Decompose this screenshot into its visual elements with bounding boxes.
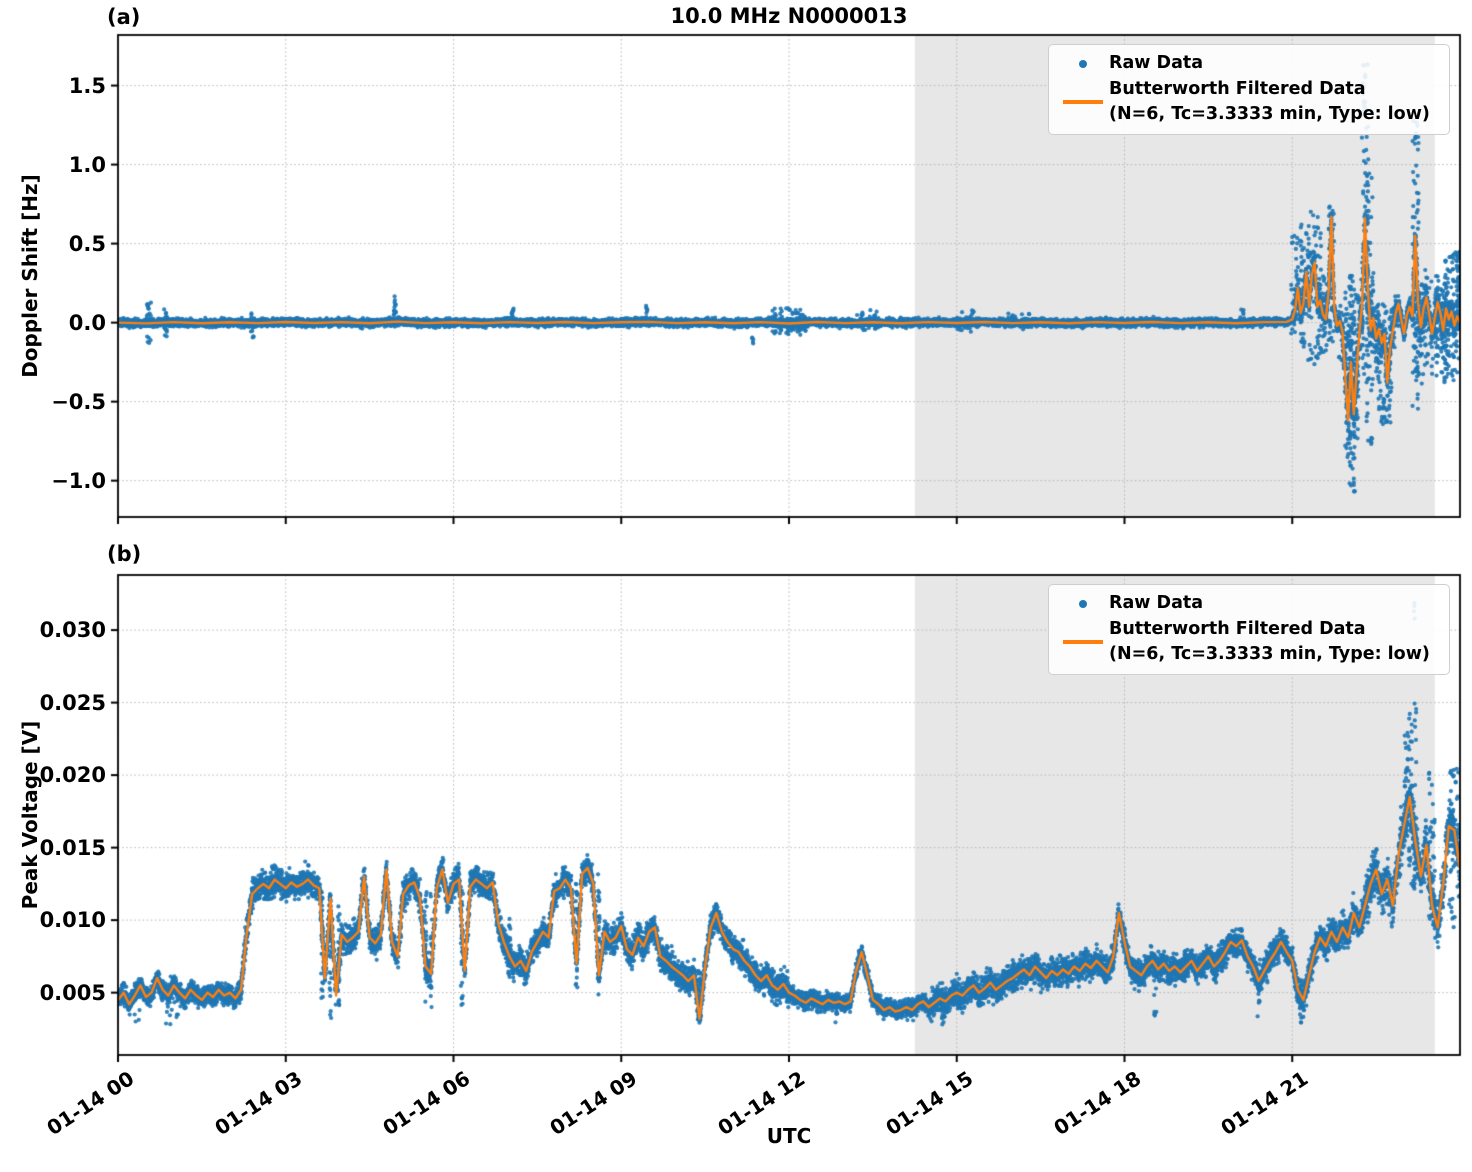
y-tick-label-panel-a: 0.5 bbox=[68, 231, 106, 256]
legend-raw-label: Raw Data bbox=[1109, 53, 1204, 73]
legend-entry-filtered: Butterworth Filtered Data (N=6, Tc=3.333… bbox=[1057, 77, 1439, 127]
filtered-line-marker bbox=[1057, 100, 1109, 104]
legend-entry-raw: Raw Data bbox=[1057, 591, 1439, 616]
legend-panel-b: Raw Data Butterworth Filtered Data (N=6,… bbox=[1048, 584, 1450, 675]
y-tick-label-panel-b: 0.005 bbox=[39, 980, 106, 1005]
y-tick-label-panel-a: −0.5 bbox=[51, 389, 106, 414]
y-tick-label-panel-a: 1.5 bbox=[68, 73, 106, 98]
chart-title: 10.0 MHz N0000013 bbox=[670, 4, 908, 28]
x-axis-label: UTC bbox=[766, 1124, 812, 1148]
panel-a-tag: (a) bbox=[107, 5, 141, 29]
y-tick-label-panel-b: 0.020 bbox=[39, 763, 106, 788]
y-tick-label-panel-a: 1.0 bbox=[68, 152, 106, 177]
y-tick-label-panel-a: −1.0 bbox=[51, 468, 106, 493]
raw-data-dot-marker bbox=[1057, 599, 1109, 608]
raw-data-dot-marker bbox=[1057, 59, 1109, 68]
legend-filtered-label: Butterworth Filtered Data bbox=[1109, 79, 1366, 99]
panel-b-ylabel: Peak Voltage [V] bbox=[18, 720, 42, 910]
y-tick-label-panel-b: 0.030 bbox=[39, 618, 106, 643]
legend-filtered-sublabel: (N=6, Tc=3.3333 min, Type: low) bbox=[1109, 644, 1430, 664]
panel-a-ylabel: Doppler Shift [Hz] bbox=[18, 174, 42, 378]
y-tick-label-panel-a: 0.0 bbox=[68, 310, 106, 335]
legend-panel-a: Raw Data Butterworth Filtered Data (N=6,… bbox=[1048, 44, 1450, 135]
filtered-line-marker bbox=[1057, 640, 1109, 644]
legend-filtered-label: Butterworth Filtered Data bbox=[1109, 619, 1366, 639]
legend-raw-label: Raw Data bbox=[1109, 593, 1204, 613]
y-tick-label-panel-b: 0.015 bbox=[39, 835, 106, 860]
legend-entry-raw: Raw Data bbox=[1057, 51, 1439, 76]
legend-entry-filtered: Butterworth Filtered Data (N=6, Tc=3.333… bbox=[1057, 617, 1439, 667]
y-tick-label-panel-b: 0.010 bbox=[39, 908, 106, 933]
legend-filtered-sublabel: (N=6, Tc=3.3333 min, Type: low) bbox=[1109, 104, 1430, 124]
y-tick-label-panel-b: 0.025 bbox=[39, 690, 106, 715]
panel-b-tag: (b) bbox=[107, 542, 142, 566]
